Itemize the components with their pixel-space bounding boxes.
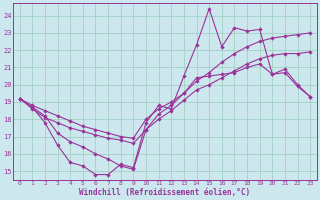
- X-axis label: Windchill (Refroidissement éolien,°C): Windchill (Refroidissement éolien,°C): [79, 188, 251, 197]
